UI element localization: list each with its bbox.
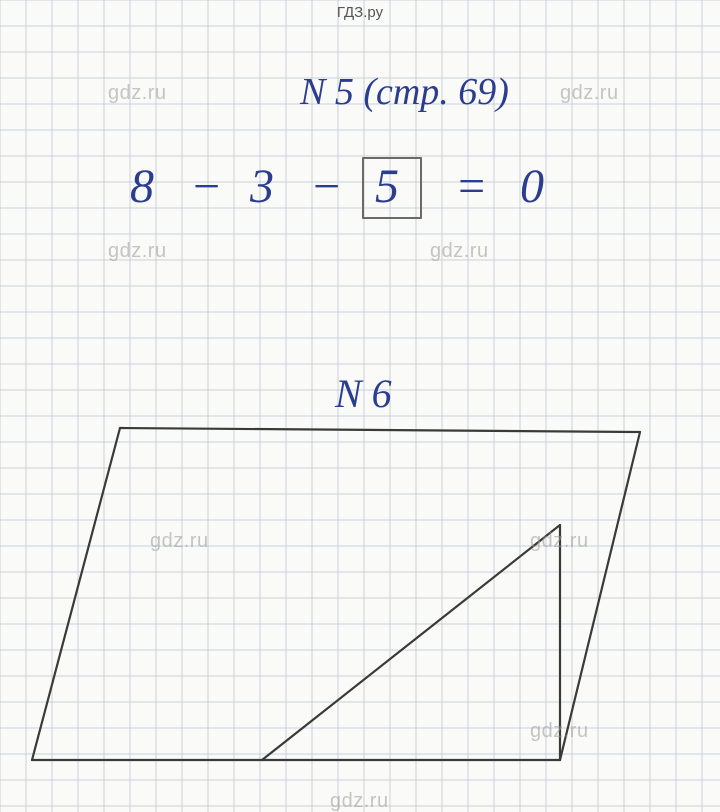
watermark: gdz.ru xyxy=(560,82,619,105)
watermark: gdz.ru xyxy=(330,790,389,812)
equation-boxed-operand: 5 xyxy=(375,159,399,214)
equation-operand-b: 3 xyxy=(250,159,274,214)
equation-minus-2: − xyxy=(310,159,342,214)
equation-result: 0 xyxy=(520,159,544,214)
equation-equals: = xyxy=(455,159,487,214)
geometry-drawing xyxy=(32,428,640,760)
problem-6-title: N 6 xyxy=(335,370,392,417)
page: ГДЗ.ру gdz.ru gdz.ru gdz.ru gdz.ru gdz.ru gdz… xyxy=(0,0,720,812)
problem-5-title: N 5 (стр. 69) xyxy=(300,70,509,114)
watermark: gdz.ru xyxy=(430,240,489,263)
watermark: gdz.ru xyxy=(530,530,589,553)
site-header: ГДЗ.ру xyxy=(0,4,720,21)
equation-operand-a: 8 xyxy=(130,159,154,214)
watermark: gdz.ru xyxy=(530,720,589,743)
watermark: gdz.ru xyxy=(150,530,209,553)
watermark: gdz.ru xyxy=(108,240,167,263)
equation-minus-1: − xyxy=(190,159,222,214)
watermark: gdz.ru xyxy=(108,82,167,105)
